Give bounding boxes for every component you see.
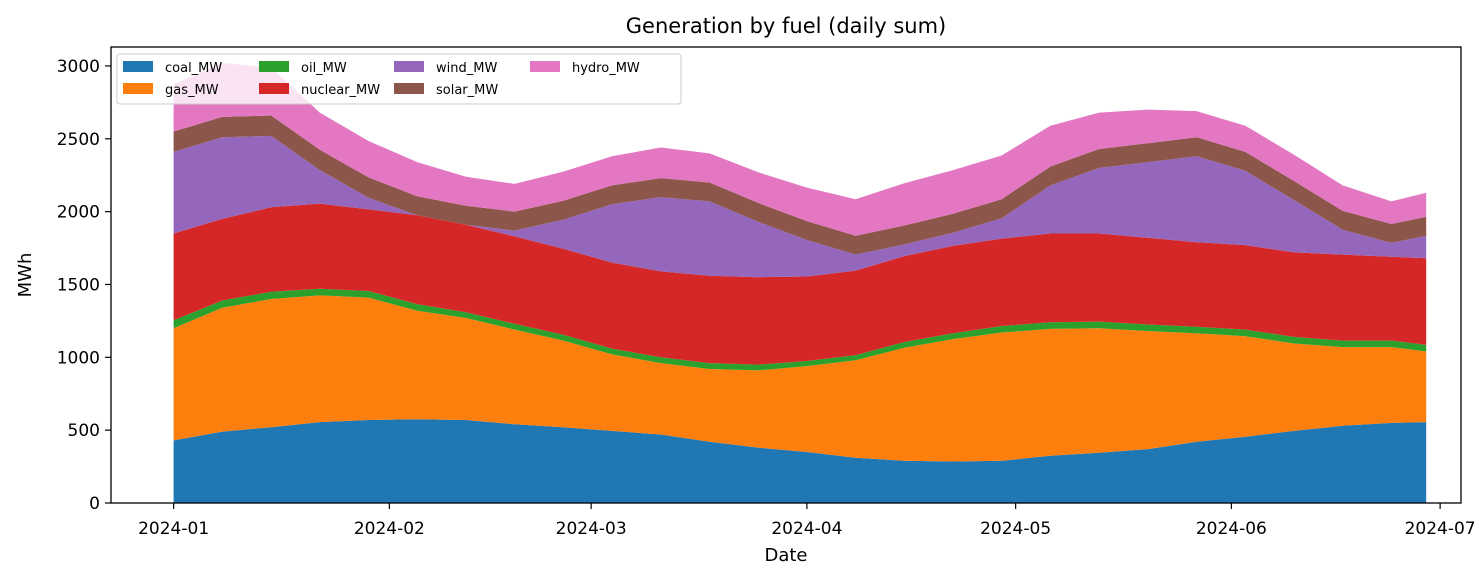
x-tick-label: 2024-05 [980, 519, 1051, 539]
area-oil_MW [173, 288, 1427, 371]
legend-label-wind_MW: wind_MW [436, 61, 497, 76]
legend-label-solar_MW: solar_MW [436, 83, 498, 98]
legend-label-coal_MW: coal_MW [165, 61, 222, 76]
x-tick-label: 2024-02 [354, 519, 425, 539]
legend-swatch-wind_MW [394, 61, 424, 72]
legend-label-oil_MW: oil_MW [301, 61, 347, 76]
x-axis-label: Date [764, 545, 807, 566]
legend-label-gas_MW: gas_MW [165, 83, 219, 98]
y-tick-label: 500 [68, 421, 100, 441]
y-tick-label: 0 [89, 494, 100, 514]
legend-swatch-coal_MW [123, 61, 153, 72]
area-hydro_MW [173, 63, 1427, 236]
x-tick-label: 2024-07 [1405, 519, 1476, 539]
y-tick-label: 3000 [57, 57, 100, 77]
legend-label-hydro_MW: hydro_MW [572, 61, 640, 76]
legend: coal_MW gas_MW oil_MW nuclear_MW wind_MWsola… [116, 53, 682, 105]
area-layers [173, 63, 1427, 503]
chart-title: Generation by fuel (daily sum) [626, 14, 946, 38]
legend-label-nuclear_MW: nuclear_MW [301, 83, 380, 98]
legend-swatch-oil_MW [259, 61, 289, 72]
y-axis-ticks: 0 500 1000 1500 2000 2500 3000 [57, 57, 111, 514]
area-wind_MW [173, 135, 1427, 278]
y-tick-label: 2500 [57, 130, 100, 150]
y-axis-label: MWh [15, 253, 36, 298]
legend-swatch-solar_MW [394, 83, 424, 94]
plot-frame [110, 46, 1462, 504]
x-tick-label: 2024-03 [556, 519, 627, 539]
legend-swatch-gas_MW [123, 83, 153, 94]
area-gas_MW [173, 295, 1427, 462]
x-tick-label: 2024-06 [1196, 519, 1267, 539]
x-tick-label: 2024-01 [138, 519, 209, 539]
y-tick-label: 1500 [57, 275, 100, 295]
area-nuclear_MW [173, 203, 1427, 365]
area-coal_MW [173, 419, 1427, 503]
area-solar_MW [173, 115, 1427, 255]
x-axis-ticks: 2024-01 2024-02 2024-03 2024-04 2024-05 2024-… [138, 503, 1476, 539]
x-tick-label: 2024-04 [771, 519, 842, 539]
y-tick-label: 2000 [57, 203, 100, 223]
y-tick-label: 1000 [57, 348, 100, 368]
legend-swatch-nuclear_MW [259, 83, 289, 94]
legend-swatch-hydro_MW [530, 61, 560, 72]
